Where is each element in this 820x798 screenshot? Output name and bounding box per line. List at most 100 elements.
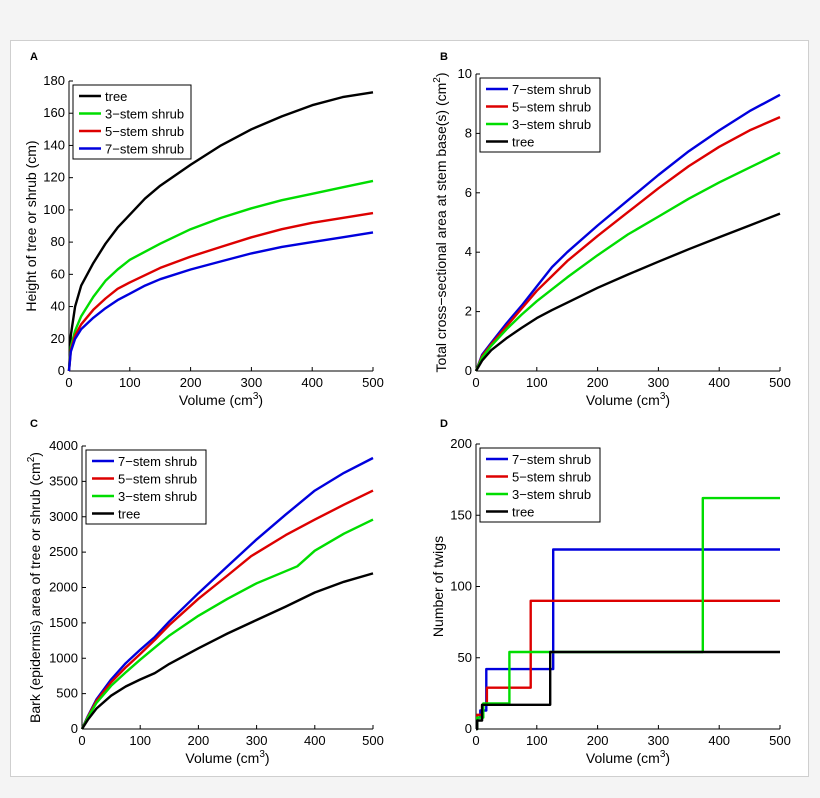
x-tick-label: 100 — [526, 733, 548, 748]
x-tick-label: 100 — [526, 375, 548, 390]
x-axis-label: Volume (cm3) — [586, 391, 670, 408]
y-tick-label: 0 — [71, 721, 78, 736]
legend-label: 3−stem shrub — [512, 117, 591, 132]
x-tick-label: 100 — [129, 733, 151, 748]
legend-label: tree — [512, 505, 534, 520]
y-tick-label: 500 — [56, 686, 78, 701]
y-tick-label: 8 — [465, 125, 472, 140]
series-line-1 — [474, 116, 781, 372]
y-axis-label-suffix: ) — [27, 452, 43, 457]
x-tick-label: 300 — [648, 733, 670, 748]
y-axis-label-main: Number of twigs — [430, 536, 446, 637]
y-tick-label: 6 — [465, 185, 472, 200]
legend-label: 5−stem shrub — [512, 100, 591, 115]
x-tick-label: 200 — [587, 375, 609, 390]
x-tick-label: 100 — [119, 375, 141, 390]
x-tick-label: 400 — [708, 733, 730, 748]
x-tick-label: 0 — [78, 733, 85, 748]
y-tick-label: 0 — [465, 363, 472, 378]
x-tick-label: 300 — [648, 375, 670, 390]
x-tick-label: 200 — [180, 375, 202, 390]
y-tick-label: 40 — [51, 299, 65, 314]
y-tick-label: 100 — [450, 579, 472, 594]
series-line-0 — [474, 93, 781, 372]
y-axis-label-suffix: ) — [433, 72, 449, 77]
legend-label: 3−stem shrub — [512, 487, 591, 502]
y-tick-label: 3000 — [49, 509, 78, 524]
series-line-2 — [474, 151, 781, 372]
legend-label: 5−stem shrub — [118, 472, 197, 487]
legend-label: 3−stem shrub — [105, 107, 184, 122]
panel-letter: B — [440, 51, 448, 63]
x-axis-label-suffix: ) — [265, 750, 270, 766]
x-axis-label-main: Volume (cm — [586, 750, 660, 766]
panel-letter: C — [30, 418, 38, 430]
series-line-3 — [80, 572, 374, 730]
y-axis-label-main: Bark (epidermis) area of tree or shrub (… — [27, 462, 43, 723]
legend-label: 5−stem shrub — [105, 124, 184, 139]
legend-box — [85, 449, 207, 525]
y-tick-label: 200 — [450, 436, 472, 451]
legend-label: 7−stem shrub — [118, 454, 197, 469]
series-line-0 — [476, 548, 780, 731]
series-line-2 — [476, 496, 780, 731]
legend-label: 7−stem shrub — [512, 82, 591, 97]
x-tick-label: 500 — [769, 375, 791, 390]
x-axis-label-sup: 3 — [660, 391, 666, 402]
y-axis-label: Total cross−sectional area at stem base(… — [432, 72, 449, 372]
x-axis-label-sup: 3 — [253, 391, 259, 402]
x-tick-label: 400 — [708, 375, 730, 390]
legend-box — [72, 84, 192, 160]
y-tick-label: 50 — [458, 650, 472, 665]
y-tick-label: 1500 — [49, 615, 78, 630]
x-tick-label: 400 — [301, 375, 323, 390]
x-axis-label: Volume (cm3) — [179, 391, 263, 408]
panel-a: A 0 100 200 300 400 500 0 20 40 60 80 100 120 140 160 18… — [23, 51, 384, 408]
y-tick-label: 20 — [51, 331, 65, 346]
panel-letter: A — [30, 51, 38, 63]
legend-label: tree — [118, 507, 140, 522]
series-line-3 — [474, 212, 781, 372]
x-axis-label-main: Volume (cm — [179, 392, 253, 408]
series-line-2 — [80, 518, 374, 730]
series-line-3 — [67, 231, 374, 372]
y-tick-label: 4 — [465, 244, 472, 259]
legend-box — [479, 77, 601, 153]
panel-b: B 0 100 200 300 400 500 0 2 4 6 8 10 Volume (cm3) Tota… — [432, 51, 791, 408]
series-line-0 — [67, 91, 374, 372]
series-line-1 — [476, 599, 780, 731]
panel-c: C 0 100 200 300 400 500 0 500 1000 1500 2000 2500 300… — [26, 418, 384, 766]
y-tick-label: 140 — [43, 137, 65, 152]
legend-label: 7−stem shrub — [512, 452, 591, 467]
x-axis-label-suffix: ) — [258, 392, 263, 408]
y-axis-label-sup: 2 — [432, 77, 443, 83]
x-axis-label-suffix: ) — [665, 392, 670, 408]
y-axis-label-main: Height of tree or shrub (cm) — [23, 140, 39, 311]
series-line-1 — [67, 179, 374, 372]
series-line-1 — [80, 489, 374, 730]
y-axis-label: Bark (epidermis) area of tree or shrub (… — [26, 452, 43, 723]
y-tick-label: 160 — [43, 105, 65, 120]
y-tick-label: 3500 — [49, 473, 78, 488]
x-tick-label: 500 — [362, 375, 384, 390]
legend-label: 3−stem shrub — [118, 489, 197, 504]
y-tick-label: 0 — [465, 721, 472, 736]
legend-label: tree — [105, 89, 127, 104]
y-axis-label: Number of twigs — [430, 536, 446, 637]
x-axis-label-suffix: ) — [665, 750, 670, 766]
x-tick-label: 200 — [587, 733, 609, 748]
y-tick-label: 100 — [43, 202, 65, 217]
y-tick-label: 180 — [43, 73, 65, 88]
x-tick-label: 300 — [241, 375, 263, 390]
x-axis-label-main: Volume (cm — [185, 750, 259, 766]
x-tick-label: 0 — [472, 375, 479, 390]
x-tick-label: 200 — [188, 733, 210, 748]
y-tick-label: 4000 — [49, 438, 78, 453]
y-axis-label-main: Total cross−sectional area at stem base(… — [433, 83, 449, 373]
x-axis-label-sup: 3 — [259, 749, 265, 760]
y-tick-label: 0 — [58, 363, 65, 378]
y-tick-label: 2 — [465, 304, 472, 319]
